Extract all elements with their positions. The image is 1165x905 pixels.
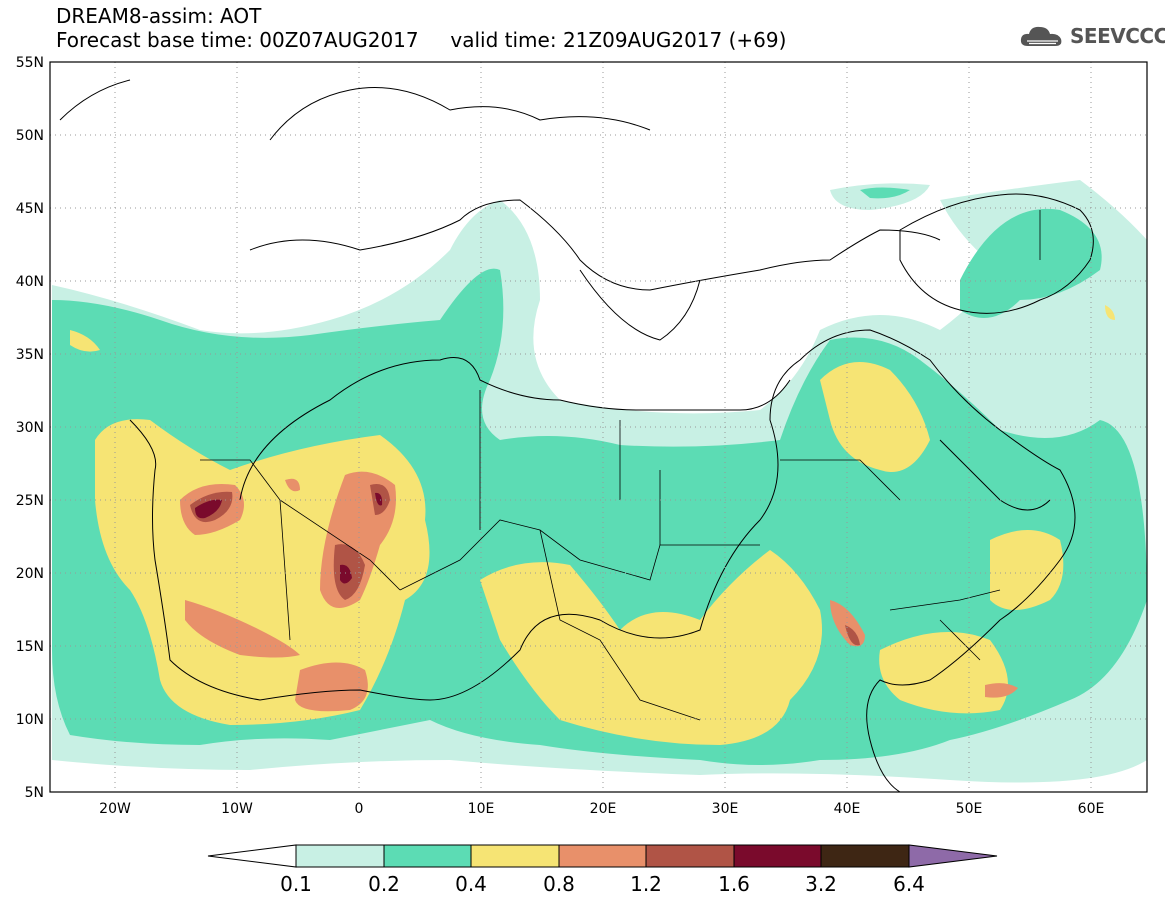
- aot-contour-1.6: [195, 492, 383, 584]
- lon-tick-label: 40E: [834, 801, 861, 817]
- lat-tick-label: 50N: [16, 128, 44, 144]
- lat-tick-label: 30N: [16, 420, 44, 436]
- colorbar-label: 0.2: [368, 872, 400, 896]
- colorbar-segment: [295, 844, 385, 868]
- colorbar-segment: [558, 844, 647, 868]
- lat-tick-label: 5N: [25, 785, 44, 801]
- map-title: DREAM8-assim: AOT Forecast base time: 00…: [56, 4, 786, 52]
- colorbar: 0.1 0.2 0.4 0.8 1.2 1.6 3.2 6.4: [207, 844, 998, 896]
- colorbar-label: 3.2: [805, 872, 837, 896]
- map-frame: [49, 61, 1148, 793]
- aot-field: [52, 180, 1147, 783]
- colorbar-segment: [820, 844, 910, 868]
- colorbar-label: 0.8: [543, 872, 575, 896]
- lat-tick-label: 45N: [16, 201, 44, 217]
- lat-tick-label: 40N: [16, 274, 44, 290]
- colorbar-label: 0.4: [455, 872, 487, 896]
- seevccc-logo: SEEVCCC: [1018, 22, 1165, 50]
- lon-tick-label: 20W: [99, 801, 131, 817]
- lon-tick-label: 50E: [956, 801, 983, 817]
- lon-tick-labels: 20W 10W 0 10E 20E 30E 40E 50E 60E: [99, 801, 1104, 817]
- lat-tick-labels: 55N 50N 45N 40N 35N 30N 25N 20N 15N 10N …: [16, 55, 44, 801]
- lat-tick-label: 15N: [16, 639, 44, 655]
- colorbar-label: 1.6: [718, 872, 750, 896]
- lon-tick-label: 60E: [1078, 801, 1105, 817]
- lon-tick-label: 0: [355, 801, 364, 817]
- lat-tick-label: 20N: [16, 566, 44, 582]
- colorbar-label: 0.1: [280, 872, 312, 896]
- lat-tick-label: 35N: [16, 347, 44, 363]
- colorbar-min-arrow: [207, 844, 297, 868]
- colorbar-segment: [733, 844, 822, 868]
- logo-text: SEEVCCC: [1070, 24, 1165, 48]
- lat-tick-label: 25N: [16, 493, 44, 509]
- lon-tick-label: 10W: [221, 801, 253, 817]
- grid-lines: [50, 62, 1147, 792]
- lat-tick-label: 55N: [16, 55, 44, 71]
- colorbar-label: 1.2: [630, 872, 662, 896]
- coastlines: [59, 79, 1094, 792]
- lon-tick-label: 20E: [590, 801, 617, 817]
- colorbar-segment: [470, 844, 560, 868]
- country-borders: [200, 210, 1041, 721]
- colorbar-max-arrow: [908, 844, 998, 868]
- colorbar-label: 6.4: [893, 872, 925, 896]
- title-line-2: Forecast base time: 00Z07AUG2017 valid t…: [56, 28, 787, 52]
- cloud-logo-icon: [1020, 26, 1062, 46]
- lon-tick-label: 10E: [468, 801, 495, 817]
- colorbar-segment: [645, 844, 735, 868]
- lat-tick-label: 10N: [16, 712, 44, 728]
- title-line-1: DREAM8-assim: AOT: [56, 4, 262, 28]
- lon-tick-label: 30E: [712, 801, 739, 817]
- colorbar-segment: [383, 844, 472, 868]
